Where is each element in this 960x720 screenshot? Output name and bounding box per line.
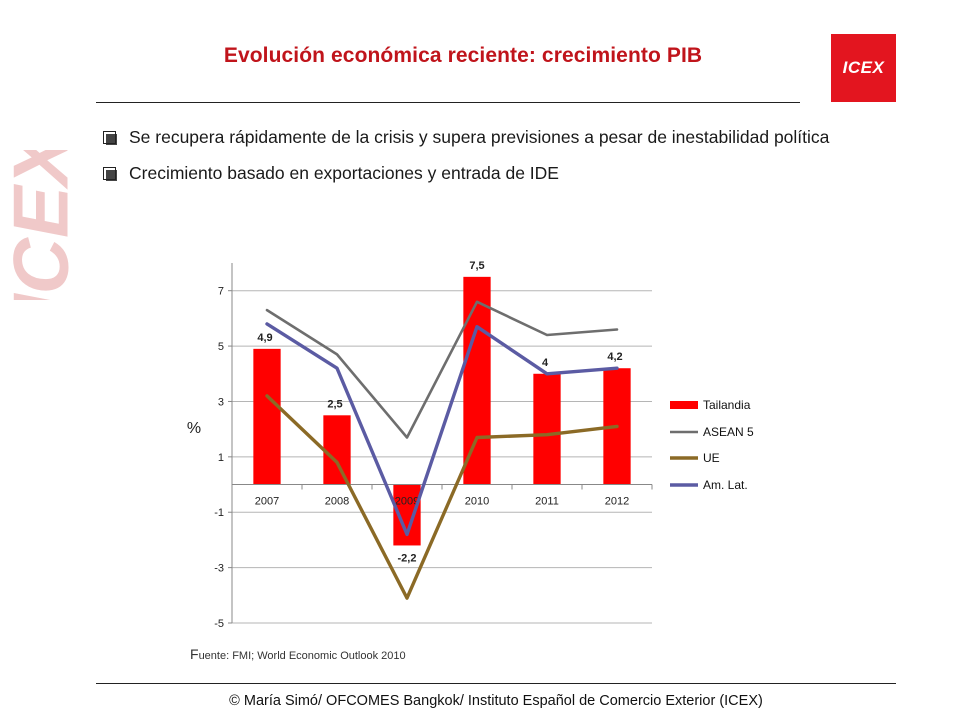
title-divider <box>96 102 800 103</box>
legend-label: UE <box>703 451 720 465</box>
bullet-text: Crecimiento basado en exportaciones y en… <box>129 163 559 183</box>
bullet-list: Se recupera rápidamente de la crisis y s… <box>103 126 918 198</box>
data-label: 7,5 <box>469 260 484 272</box>
y-tick-label: -5 <box>214 618 224 630</box>
source-initial: F <box>190 646 199 662</box>
legend-swatch-tailandia <box>670 401 698 409</box>
x-tick-label: 2007 <box>255 496 279 508</box>
checkbox-bullet-icon <box>103 167 116 180</box>
x-tick-label: 2012 <box>605 496 629 508</box>
y-tick-label: 1 <box>218 452 224 464</box>
data-label: 2,5 <box>327 398 342 410</box>
series-line-asean-5 <box>265 300 619 439</box>
y-tick-label: 7 <box>218 286 224 298</box>
series-line-ue <box>265 394 619 600</box>
bar-tailandia <box>533 373 561 485</box>
gdp-growth-chart: -5 -3 -1 1 3 5 7% 2007 2008 2009 2010 2011 2012 4,9 2,… <box>187 260 754 630</box>
legend-label: Tailandia <box>703 398 751 412</box>
logo-text: ICEX <box>842 58 885 77</box>
legend-label: ASEAN 5 <box>703 425 754 439</box>
footer-divider <box>96 683 896 684</box>
x-tick-label: 2009 <box>395 496 419 508</box>
svg-text:ICEX: ICEX <box>0 150 85 300</box>
x-tick-label: 2008 <box>325 496 349 508</box>
x-tick-label: 2011 <box>535 496 559 508</box>
bar-tailandia <box>323 415 351 485</box>
y-tick-label: 5 <box>218 341 224 353</box>
source-text: uente: FMI; World Economic Outlook 2010 <box>198 650 406 662</box>
x-tick-label: 2010 <box>465 496 489 508</box>
y-tick-label: -3 <box>214 563 224 575</box>
bullet-text: Se recupera rápidamente de la crisis y s… <box>129 127 830 147</box>
bullet-item: Crecimiento basado en exportaciones y en… <box>103 162 918 184</box>
y-tick-label: -1 <box>214 507 224 519</box>
checkbox-bullet-icon <box>103 131 116 144</box>
icex-watermark: ICEX <box>0 150 85 300</box>
data-label: 4,2 <box>607 351 622 363</box>
data-label: -2,2 <box>398 552 417 564</box>
source-note: Fuente: FMI; World Economic Outlook 2010 <box>190 646 406 662</box>
data-label: 4 <box>542 357 549 369</box>
footer-credit: © María Simó/ OFCOMES Bangkok/ Instituto… <box>229 693 763 709</box>
y-axis-label: % <box>187 420 201 437</box>
data-label: 4,9 <box>257 332 272 344</box>
y-tick-label: 3 <box>218 396 224 408</box>
bar-tailandia <box>463 276 491 485</box>
series-line-am-lat <box>265 322 619 537</box>
bullet-item: Se recupera rápidamente de la crisis y s… <box>103 126 918 148</box>
icex-logo: ICEX <box>831 34 896 102</box>
bar-tailandia <box>253 348 281 485</box>
slide-title: Evolución económica reciente: crecimient… <box>223 44 703 67</box>
legend-label: Am. Lat. <box>703 478 748 492</box>
